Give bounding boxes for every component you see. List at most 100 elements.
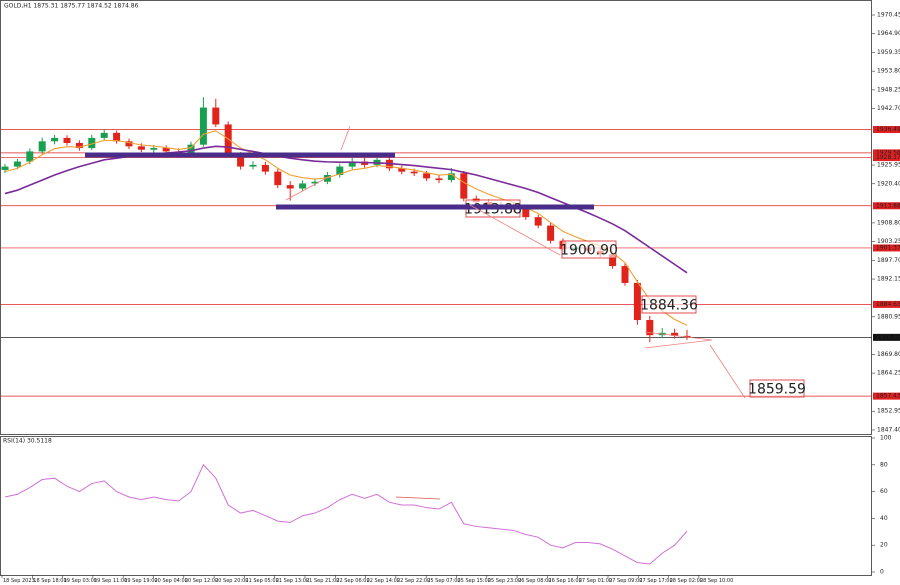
y-tick-label: 60 (880, 488, 888, 495)
x-tick-label: 25 Sep 23:00 (488, 578, 521, 584)
projection-line (709, 344, 746, 399)
candle-body (63, 137, 71, 143)
x-tick-label: 19 Sep 03:00 (64, 578, 97, 584)
x-tick-label: 26 Sep 08:00 (518, 578, 551, 584)
x-tick-label: 22 Sep 22:00 (397, 578, 430, 584)
candle-body (88, 137, 96, 149)
level-label-box (873, 126, 900, 134)
level-label: 1936.49 (876, 126, 900, 133)
x-tick-label: 27 Sep 01:00 (579, 578, 612, 584)
y-tick-label: 1892.15 (877, 276, 900, 283)
y-tick-label: 1942.70 (877, 105, 900, 112)
candle-body (13, 161, 21, 167)
current-price-box (873, 333, 900, 341)
level-label: 1857.43 (876, 393, 900, 400)
candle-body (113, 132, 121, 142)
x-tick-label: 27 Sep 09:00 (609, 578, 642, 584)
y-tick-label: 1925.95 (877, 162, 900, 169)
annotation-box (749, 379, 805, 398)
y-tick-label: 1897.70 (877, 257, 900, 264)
level-label-box (873, 202, 900, 210)
x-tick-label: 20 Sep 20:00 (215, 578, 248, 584)
candle-body (286, 185, 294, 189)
chart-title: GOLD,H1 1875.31 1875.77 1874.52 1874.86 (4, 3, 139, 10)
y-tick-label: 1847.40 (877, 426, 900, 433)
candle-body (311, 181, 319, 184)
candle-body (261, 164, 269, 172)
x-tick-label: 18 Sep 2023 (3, 578, 35, 584)
candle-body (249, 164, 257, 167)
level-label: 1928.17 (876, 154, 900, 161)
level-label: 1913.88 (876, 202, 900, 209)
level-label: 1884.63 (876, 301, 900, 308)
candle-body (522, 209, 530, 218)
y-tick-label: 1880.95 (877, 313, 900, 320)
annotation-text: 1884.36 (640, 298, 698, 314)
y-tick-label: 1970.45 (877, 12, 900, 19)
trend-line (340, 125, 351, 151)
y-tick-label: 1869.80 (877, 351, 900, 358)
level-label-box (873, 149, 900, 157)
candle-body (435, 178, 443, 181)
candle-body (683, 335, 691, 338)
candle-body (100, 132, 108, 138)
candle-body (199, 107, 207, 145)
x-tick-label: 20 Sep 12:00 (185, 578, 218, 584)
candle-body (621, 266, 629, 283)
annotation-text: 1859.59 (748, 382, 806, 398)
y-tick-label: 1959.35 (877, 49, 900, 56)
triangle-line (644, 339, 713, 349)
candle-body (447, 173, 455, 181)
x-tick-label: 28 Sep 10:00 (700, 578, 733, 584)
rsi-divergence-line (395, 496, 441, 500)
y-tick-label: 0 (880, 569, 884, 576)
current-price-label: 1874.86 (876, 334, 900, 341)
candle-body (423, 173, 431, 179)
candle-body (75, 142, 83, 149)
triangle-line (644, 331, 713, 341)
candle-body (125, 141, 133, 147)
x-tick-label: 26 Sep 16:00 (548, 578, 581, 584)
candle-body (237, 154, 245, 167)
candle-body (323, 175, 331, 182)
x-tick-label: 20 Sep 04:00 (155, 578, 188, 584)
annotation-box (641, 295, 697, 314)
drawings (85, 125, 746, 500)
candle-body (187, 144, 195, 154)
level-label: 1929.56 (876, 149, 900, 156)
candle-body (51, 137, 59, 142)
y-tick-label: 80 (880, 461, 888, 468)
candle-body (26, 151, 34, 162)
candle-body (137, 146, 145, 150)
trend-line (285, 175, 331, 201)
candle-body (460, 173, 468, 199)
x-tick-label: 19 Sep 11:00 (94, 578, 127, 584)
y-tick-label: 1864.25 (877, 370, 900, 377)
y-tick-label: 1852.95 (877, 408, 900, 415)
y-tick-label: 1908.80 (877, 219, 900, 226)
level-label-box (873, 300, 900, 308)
candle-body (150, 148, 158, 150)
candle-body (274, 171, 282, 186)
y-tick-label: 1953.80 (877, 68, 900, 75)
candle-body (1, 166, 9, 170)
x-tick-label: 22 Sep 06:00 (336, 578, 369, 584)
level-label-box (873, 392, 900, 400)
candle-body (336, 166, 344, 176)
candle-body (534, 217, 542, 226)
candle-body (633, 282, 641, 321)
annotation-text: 1900.90 (560, 243, 618, 259)
rsi-title: RSI(14) 30.5118 (3, 438, 52, 445)
trend-line (469, 204, 561, 256)
candle-body (547, 225, 555, 241)
y-tick-label: 40 (880, 515, 888, 522)
rsi-line (4, 463, 688, 565)
candle-body (398, 168, 406, 172)
candle-body (609, 254, 617, 267)
candle-body (646, 320, 654, 336)
y-tick-label: 1948.25 (877, 86, 900, 93)
level-label-box (873, 244, 900, 252)
y-tick-label: 1903.25 (877, 238, 900, 245)
y-tick-label: 1964.90 (877, 30, 900, 37)
